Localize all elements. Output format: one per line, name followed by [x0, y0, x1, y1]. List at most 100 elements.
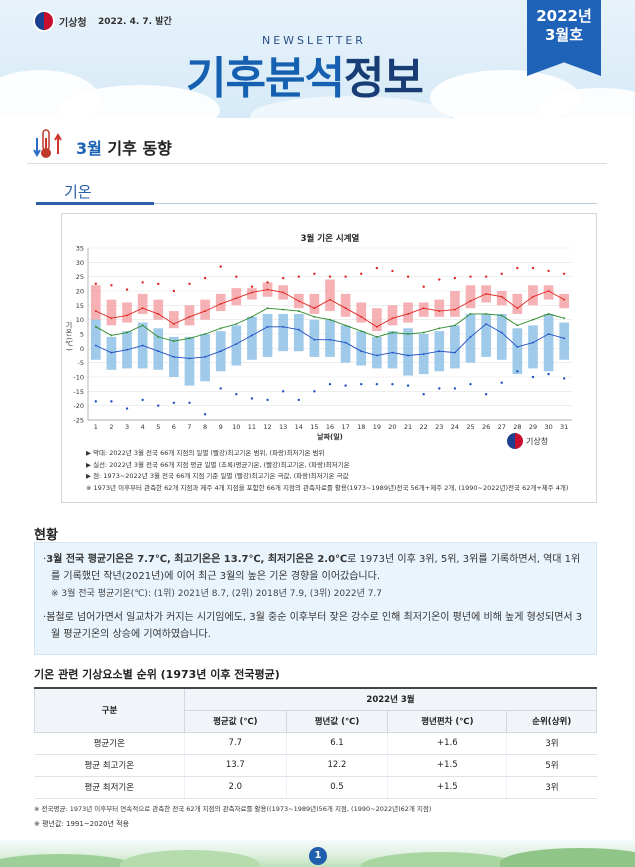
x-tick-label: 25: [466, 423, 474, 431]
max-extreme-dot: [250, 285, 254, 288]
x-tick-label: 10: [232, 423, 240, 431]
min-extreme-dot: [562, 377, 566, 380]
min-temp-range-bar: [465, 313, 476, 363]
row-label: 평균기온: [34, 732, 185, 755]
max-temp-range-bar: [247, 288, 257, 300]
min-temp-line-point: [126, 348, 128, 351]
max-temp-line-point: [344, 307, 347, 310]
min-extreme-dot: [157, 404, 160, 407]
min-temp-range-bar: [512, 328, 523, 375]
max-extreme-dot: [344, 275, 347, 278]
max-temp-range-bar: [122, 302, 132, 323]
min-extreme-dot: [328, 382, 332, 386]
tab-underline: [36, 203, 597, 204]
max-temp-line-point: [547, 290, 550, 292]
min-extreme-dot: [172, 401, 176, 404]
chart-title: 3월 기온 시계열: [301, 233, 360, 244]
cell-anomaly: +1.5: [387, 754, 507, 777]
issue-badge: 2022년 3월호: [527, 0, 601, 76]
min-temp-line-point: [313, 338, 316, 341]
max-extreme-dot: [406, 275, 410, 278]
min-temp-range-bar: [481, 313, 491, 357]
y-tick-label: 30: [76, 259, 84, 267]
max-temp-range-bar: [387, 305, 398, 326]
status-paragraph-2: ·봄철로 넘어가면서 일교차가 커지는 시기임에도, 3월 중순 이후부터 잦은…: [43, 612, 583, 640]
min-temp-range-bar: [262, 313, 273, 357]
min-temp-range-bar: [309, 319, 320, 357]
col-header-anomaly: 평년편차 (℃): [387, 709, 508, 733]
min-temp-range-bar: [153, 328, 164, 370]
x-tick-label: 7: [187, 423, 191, 431]
publish-date: 2022. 4. 7. 발간: [98, 17, 172, 27]
min-temp-line-point: [344, 341, 347, 344]
max-extreme-dot: [531, 266, 535, 270]
status-text-1: 로 1973년 이후 3위, 5위, 3위를 기록하면서, 역대 1위를 기록했…: [51, 554, 581, 582]
status-paragraph-1: ·3월 전국 평균기온은 7.7℃, 최고기온은 13.7℃, 최저기온은 2.…: [43, 554, 581, 582]
max-extreme-dot: [157, 282, 160, 286]
max-temp-line-point: [516, 307, 519, 310]
max-temp-range-bar: [528, 285, 538, 306]
badge-year: 2022년: [536, 7, 592, 25]
min-temp-line-point: [375, 354, 378, 357]
min-temp-range-bar: [356, 331, 367, 366]
y-tick-label: 25: [76, 273, 84, 281]
col-header-rank: 순위(상위): [506, 709, 597, 733]
min-extreme-dot: [188, 401, 191, 404]
status-box: ·3월 전국 평균기온은 7.7℃, 최고기온은 13.7℃, 최저기온은 2.…: [34, 542, 597, 655]
max-extreme-dot: [125, 288, 129, 291]
x-tick-label: 12: [263, 423, 271, 431]
mean-temp-line-point: [454, 324, 456, 327]
max-temp-line-point: [94, 310, 97, 312]
max-temp-range-bar: [450, 291, 460, 317]
x-tick-label: 17: [341, 423, 349, 431]
x-tick-label: 28: [513, 423, 521, 431]
section-title-month: 3월: [76, 139, 102, 158]
cell-anomaly: +1.5: [387, 776, 507, 799]
min-temp-line-point: [469, 335, 472, 338]
x-tick-label: 4: [141, 423, 145, 431]
min-extreme-dot: [141, 398, 144, 402]
max-temp-range-bar: [465, 285, 476, 309]
y-tick-label: -5: [78, 359, 84, 367]
max-temp-line-point: [563, 298, 566, 301]
x-tick-label: 15: [310, 423, 318, 431]
col-header-value: 평균값 (℃): [184, 709, 287, 733]
max-temp-line-point: [251, 291, 253, 294]
newsletter-label: NEWSLETTER: [262, 34, 366, 47]
min-temp-range-bar: [231, 325, 242, 366]
min-temp-range-bar: [450, 325, 460, 369]
mean-temp-line-point: [94, 325, 97, 328]
min-extreme-dot: [547, 372, 550, 376]
max-temp-range-bar: [169, 311, 179, 329]
max-temp-range-bar: [543, 285, 554, 300]
max-extreme-dot: [391, 269, 394, 273]
max-temp-line-point: [141, 307, 144, 310]
max-temp-line-point: [422, 307, 425, 310]
x-tick-label: 18: [357, 423, 365, 431]
kma-emblem-icon: [33, 10, 55, 32]
y-tick-label: -15: [73, 388, 84, 396]
max-temp-line-point: [391, 317, 394, 320]
title-part-1: 기후분석: [186, 53, 345, 104]
chart-kma-logo: 기상청: [507, 433, 548, 449]
chart-kma-label: 기상청: [526, 436, 549, 446]
min-temp-line-point: [110, 351, 113, 354]
max-temp-range-bar: [309, 293, 320, 314]
min-temp-line-point: [157, 350, 160, 353]
min-extreme-dot: [203, 413, 207, 416]
max-temp-range-bar: [340, 293, 351, 317]
status-highlight: 3월 전국 평균기온은 7.7℃, 최고기온은 13.7℃, 최저기온은 2.0…: [46, 554, 348, 565]
x-tick-label: 26: [482, 423, 490, 431]
x-tick-label: 6: [172, 423, 176, 431]
cell-anomaly: +1.6: [387, 732, 507, 755]
max-temp-line-point: [485, 292, 488, 295]
max-temp-line-point: [297, 300, 300, 302]
min-temp-line-point: [407, 354, 409, 357]
max-temp-line-point: [188, 315, 191, 318]
mean-temp-line-point: [235, 323, 238, 325]
legend-note-dots: ▶ 점: 1973~2022년 3월 전국 66개 지점 기준 일별 (빨강)최…: [86, 472, 349, 480]
y-axis-label: 기온 (℃): [65, 320, 73, 351]
x-tick-label: 23: [435, 423, 443, 431]
max-temp-range-bar: [403, 302, 413, 323]
ranking-table-heading: 기온 관련 기상요소별 순위 (1973년 이후 전국평균): [34, 668, 280, 681]
